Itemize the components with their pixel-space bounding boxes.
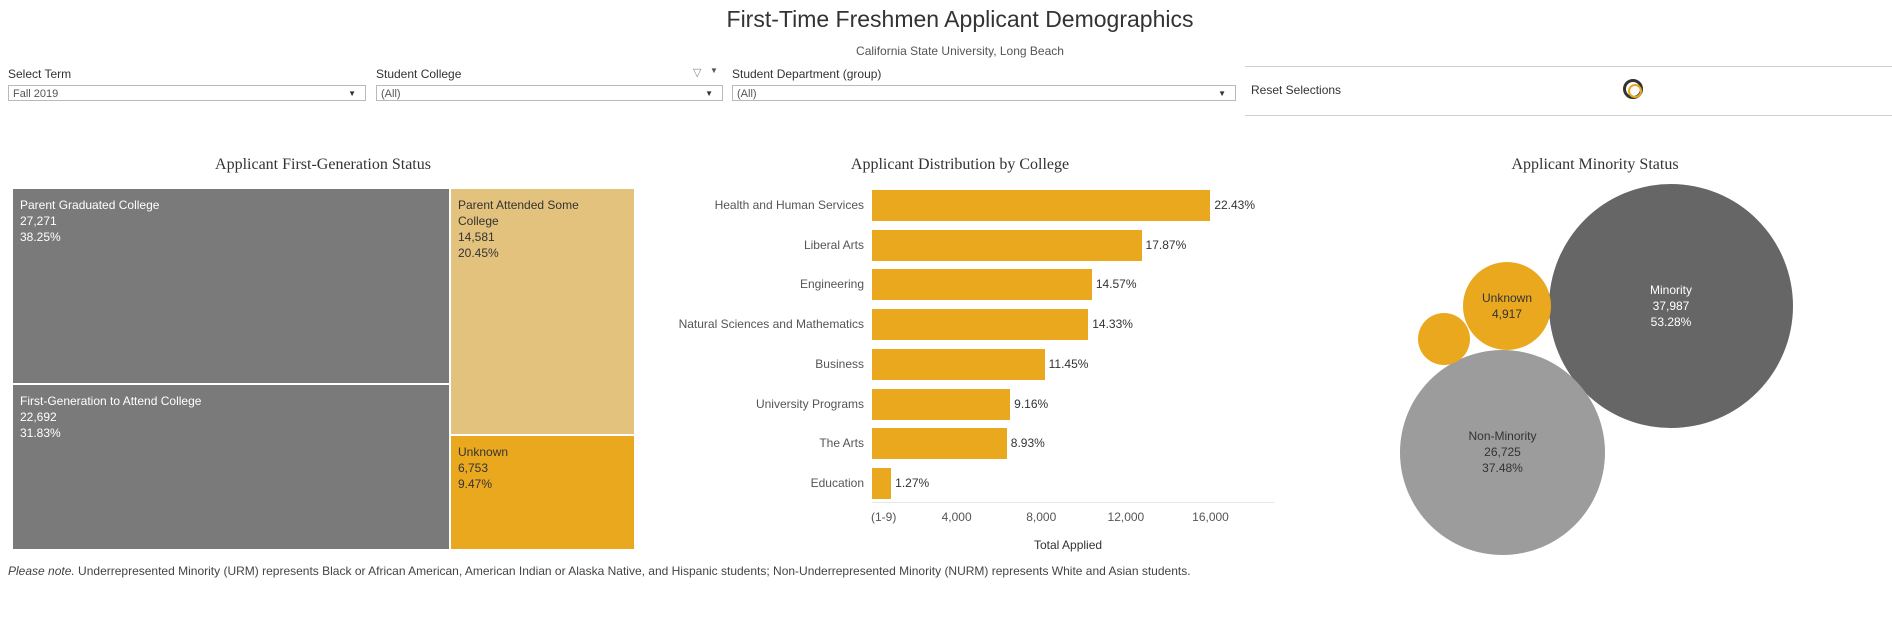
treemap-label: Parent Graduated College bbox=[20, 198, 160, 212]
x-tick-label: (1-9) bbox=[871, 510, 897, 524]
bubble-count: 4,917 bbox=[1491, 307, 1523, 321]
footnote: Please note. Underrepresented Minority (… bbox=[8, 564, 1191, 578]
treemap-count: 27,271 bbox=[20, 214, 57, 228]
bubble-pct: 37.48% bbox=[1482, 461, 1523, 475]
x-tick-label: 12,000 bbox=[1107, 510, 1145, 524]
chart-title: Applicant Distribution by College bbox=[850, 156, 1070, 173]
college-filter-label: Student College bbox=[376, 67, 462, 81]
bar-value-label: 1.27% bbox=[895, 475, 930, 490]
bubble-minority[interactable]: Minority 37,987 53.28% bbox=[1549, 184, 1793, 428]
x-tick-label: 16,000 bbox=[1192, 510, 1229, 524]
footnote-lead: Please note. bbox=[8, 564, 75, 578]
bubble-label: Non-Minority bbox=[1468, 429, 1537, 443]
treemap-pct: 31.83% bbox=[20, 426, 61, 440]
bar-category-label: Health and Human Services bbox=[714, 198, 864, 212]
bar-category-label: University Programs bbox=[755, 396, 864, 411]
x-tick-label: 8,000 bbox=[1026, 510, 1057, 524]
treemap-cell-unknown[interactable]: Unknown 6,753 9.47% bbox=[450, 435, 635, 550]
treemap-label: Parent Attended Some College bbox=[458, 198, 579, 228]
bar-value-label: 8.93% bbox=[1010, 436, 1045, 451]
bubble-label: Unknown bbox=[1481, 291, 1533, 305]
bubble-non-minority[interactable]: Non-Minority 26,725 37.48% bbox=[1400, 350, 1605, 555]
treemap-pct: 9.47% bbox=[458, 477, 493, 491]
bar-value-label: 14.33% bbox=[1092, 317, 1133, 332]
bar[interactable] bbox=[872, 388, 1011, 420]
term-select-value: Fall 2019 bbox=[13, 88, 59, 100]
bar-category-label: The Arts bbox=[819, 436, 864, 451]
x-tick-label: 4,000 bbox=[941, 510, 972, 524]
treemap-count: 14,581 bbox=[458, 230, 495, 244]
college-select[interactable]: (All) ▼ bbox=[376, 85, 723, 101]
department-select[interactable]: (All) ▼ bbox=[732, 85, 1236, 101]
treemap-cell-parent-attended-some[interactable]: Parent Attended Some College 14,581 20.4… bbox=[450, 188, 635, 435]
bar[interactable] bbox=[872, 269, 1092, 301]
treemap-cell-first-generation[interactable]: First-Generation to Attend College 22,69… bbox=[12, 384, 450, 550]
page-title: First-Time Freshmen Applicant Demographi… bbox=[726, 6, 1194, 32]
bar-value-label: 17.87% bbox=[1145, 237, 1187, 252]
bar[interactable] bbox=[872, 348, 1045, 380]
bubble-unknown[interactable]: Unknown 4,917 bbox=[1463, 262, 1551, 350]
treemap-count: 22,692 bbox=[20, 410, 57, 424]
college-select-value: (All) bbox=[381, 88, 401, 100]
bar-category-label: Natural Sciences and Mathematics bbox=[678, 317, 864, 332]
bubble-other[interactable] bbox=[1418, 313, 1470, 365]
reset-icon[interactable] bbox=[1623, 79, 1643, 99]
treemap-count: 6,753 bbox=[458, 461, 489, 475]
chevron-down-icon: ▼ bbox=[348, 89, 356, 98]
divider bbox=[1245, 66, 1892, 67]
divider bbox=[1245, 115, 1892, 116]
chevron-down-icon[interactable]: ▼ bbox=[710, 66, 718, 75]
bar[interactable] bbox=[872, 428, 1007, 460]
treemap-pct: 38.25% bbox=[20, 230, 61, 244]
treemap-cell-parent-graduated[interactable]: Parent Graduated College 27,271 38.25% bbox=[12, 188, 450, 384]
chevron-down-icon: ▼ bbox=[1218, 89, 1226, 98]
first-generation-treemap: Parent Graduated College 27,271 38.25% F… bbox=[12, 188, 635, 550]
bubble-count: 26,725 bbox=[1484, 445, 1521, 459]
bar-value-label: 11.45% bbox=[1048, 356, 1089, 371]
bubble-label: Minority bbox=[1649, 283, 1692, 297]
treemap-pct: 20.45% bbox=[458, 246, 499, 260]
treemap-label: First-Generation to Attend College bbox=[20, 394, 202, 408]
chart-title: Applicant Minority Status bbox=[1511, 156, 1679, 173]
bar[interactable] bbox=[872, 309, 1089, 341]
bar-category-label: Business bbox=[815, 356, 864, 371]
bar[interactable] bbox=[872, 467, 892, 499]
term-filter-label: Select Term bbox=[8, 67, 72, 81]
axis-line bbox=[872, 502, 1274, 503]
bar-category-label: Engineering bbox=[799, 277, 864, 292]
filter-icon[interactable]: ▽ bbox=[693, 67, 702, 79]
term-select[interactable]: Fall 2019 ▼ bbox=[8, 85, 366, 101]
bar[interactable] bbox=[872, 190, 1211, 221]
chevron-down-icon: ▼ bbox=[705, 89, 713, 98]
bar-category-label: Education bbox=[810, 475, 864, 490]
x-axis-label: Total Applied bbox=[1034, 538, 1103, 552]
department-filter-label: Student Department (group) bbox=[732, 67, 882, 81]
bubble-count: 37,987 bbox=[1652, 299, 1690, 313]
bar[interactable] bbox=[872, 229, 1142, 261]
bar-value-label: 9.16% bbox=[1014, 396, 1049, 411]
page-subtitle: California State University, Long Beach bbox=[856, 44, 1064, 58]
bar-value-label: 22.43% bbox=[1214, 198, 1256, 212]
bubble-pct: 53.28% bbox=[1650, 315, 1692, 329]
reset-selections-button[interactable]: Reset Selections bbox=[1251, 83, 1342, 97]
treemap-label: Unknown bbox=[458, 445, 509, 459]
bar-value-label: 14.57% bbox=[1095, 277, 1137, 292]
department-select-value: (All) bbox=[737, 88, 757, 100]
bar-category-label: Liberal Arts bbox=[803, 237, 864, 252]
footnote-text: Underrepresented Minority (URM) represen… bbox=[74, 564, 1191, 578]
chart-title: Applicant First-Generation Status bbox=[215, 156, 431, 173]
